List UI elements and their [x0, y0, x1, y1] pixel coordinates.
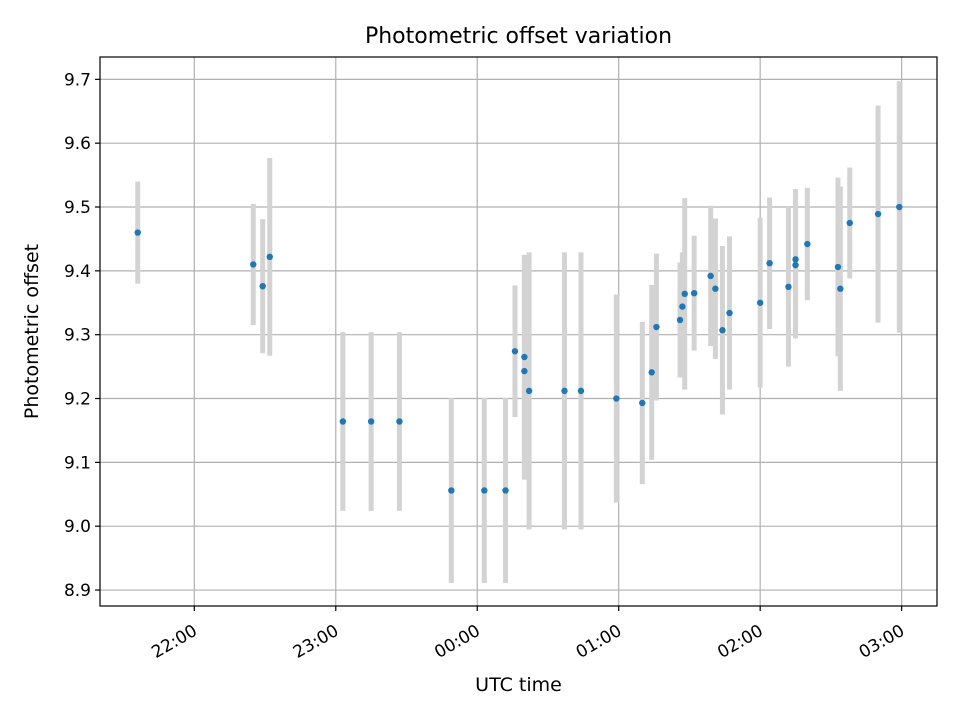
y-tick-label: 9.7 — [64, 70, 91, 90]
data-point — [834, 263, 842, 271]
y-axis-ticks: 8.9 9.0 9.1 9.2 9.3 9.4 9.5 9.6 9.7 — [64, 70, 100, 601]
y-tick-label: 9.1 — [64, 453, 91, 473]
data-point — [613, 395, 620, 402]
data-point — [676, 316, 684, 324]
data-point — [521, 353, 528, 361]
y-tick-label: 9.3 — [64, 326, 91, 346]
y-tick-label: 8.9 — [64, 581, 91, 601]
data-point — [511, 348, 519, 355]
data-point — [896, 203, 903, 211]
data-point — [756, 299, 764, 306]
data-point — [712, 285, 719, 292]
y-tick-label: 9.5 — [64, 198, 91, 218]
x-tick-label: 02:00 — [714, 621, 766, 663]
x-tick-label: 01:00 — [573, 621, 625, 663]
data-point — [525, 387, 533, 395]
data-point — [766, 259, 773, 267]
data-point — [250, 261, 257, 268]
data-point — [874, 210, 882, 218]
data-point — [707, 272, 714, 280]
chart-title: Photometric offset variation — [365, 24, 672, 49]
data-point — [367, 418, 375, 425]
data-point — [639, 399, 646, 407]
data-point — [653, 323, 660, 331]
x-tick-label: 22:00 — [148, 621, 200, 663]
data-point — [804, 240, 811, 248]
data-point — [259, 282, 266, 290]
x-axis-label: UTC time — [475, 674, 562, 696]
x-axis-ticks: 22:00 23:00 00:00 01:00 02:00 03:00 — [148, 606, 908, 663]
data-point — [561, 387, 568, 395]
data-points — [134, 203, 903, 494]
y-tick-label: 9.4 — [64, 262, 91, 282]
data-point — [837, 285, 844, 292]
y-tick-label: 9.0 — [64, 517, 91, 537]
y-axis-label: Photometric offset — [21, 244, 43, 419]
data-point — [690, 289, 698, 297]
plot-background — [100, 57, 937, 606]
data-point — [396, 418, 403, 425]
data-point — [339, 418, 347, 425]
data-point — [266, 253, 273, 261]
data-point — [134, 229, 141, 236]
data-point — [502, 487, 509, 494]
data-point — [726, 309, 733, 317]
data-point — [521, 367, 528, 375]
data-point — [681, 290, 688, 298]
data-point — [792, 256, 799, 263]
plot-frame — [99, 56, 938, 607]
y-tick-label: 9.2 — [64, 390, 91, 410]
data-point — [648, 369, 655, 376]
x-tick-label: 00:00 — [431, 621, 483, 663]
x-tick-label: 23:00 — [290, 621, 342, 663]
data-point — [448, 487, 455, 494]
data-point — [792, 261, 799, 269]
x-tick-label: 03:00 — [856, 621, 908, 663]
data-point — [785, 283, 792, 291]
data-point — [481, 487, 488, 494]
data-point — [577, 387, 585, 395]
y-tick-label: 9.6 — [64, 134, 91, 154]
data-point — [679, 303, 686, 310]
data-point — [846, 219, 853, 227]
data-point — [719, 327, 726, 334]
